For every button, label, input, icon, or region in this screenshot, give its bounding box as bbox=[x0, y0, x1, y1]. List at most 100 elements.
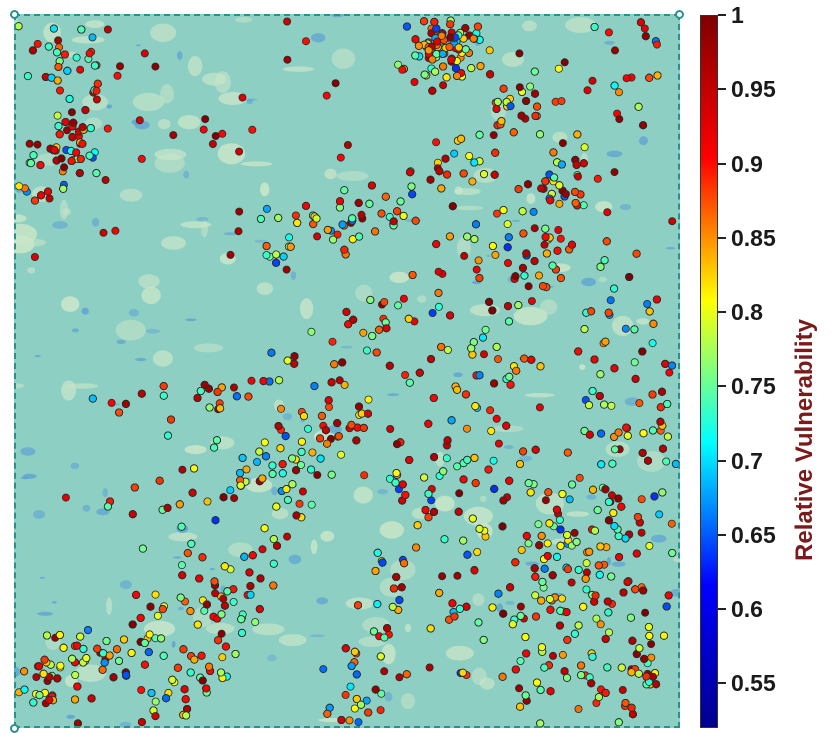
vulnerability-point bbox=[30, 196, 39, 205]
vulnerability-point bbox=[45, 194, 54, 203]
vulnerability-point bbox=[614, 428, 623, 437]
vulnerability-point bbox=[36, 161, 45, 170]
vulnerability-point bbox=[388, 602, 397, 611]
vulnerability-point bbox=[112, 645, 121, 654]
water-patch bbox=[519, 455, 533, 462]
vulnerability-point bbox=[572, 537, 581, 546]
vulnerability-point bbox=[623, 431, 632, 440]
water-patch bbox=[267, 654, 277, 662]
vulnerability-point bbox=[615, 553, 624, 562]
vulnerability-point bbox=[450, 612, 459, 621]
vulnerability-point bbox=[76, 154, 85, 163]
vulnerability-point bbox=[276, 444, 285, 453]
terrain-patch bbox=[245, 477, 273, 493]
vulnerability-point bbox=[59, 184, 68, 193]
vulnerability-point bbox=[565, 495, 574, 504]
terrain-patch bbox=[187, 56, 203, 77]
vulnerability-point bbox=[435, 588, 444, 597]
resize-handle-bottom-left[interactable] bbox=[10, 724, 19, 733]
vulnerability-point bbox=[642, 672, 651, 681]
vulnerability-point bbox=[529, 207, 538, 216]
vulnerability-point bbox=[475, 130, 484, 139]
vulnerability-point bbox=[554, 225, 563, 234]
vulnerability-point bbox=[282, 485, 291, 494]
vulnerability-point bbox=[653, 40, 662, 49]
terrain-patch bbox=[61, 296, 80, 312]
vulnerability-point bbox=[655, 510, 664, 519]
vulnerability-point bbox=[362, 346, 371, 355]
vulnerability-point bbox=[458, 668, 467, 677]
vulnerability-point bbox=[327, 470, 336, 479]
terrain-patch bbox=[119, 188, 143, 202]
vulnerability-point bbox=[498, 522, 507, 531]
vulnerability-point bbox=[347, 420, 356, 429]
vulnerability-point bbox=[99, 649, 108, 658]
terrain-patch bbox=[579, 364, 586, 370]
vulnerability-point bbox=[193, 620, 202, 629]
vulnerability-point bbox=[219, 493, 228, 502]
vulnerability-point bbox=[323, 439, 332, 448]
vulnerability-point bbox=[63, 66, 72, 75]
vulnerability-point bbox=[668, 549, 677, 558]
vulnerability-point bbox=[531, 89, 540, 98]
water-patch bbox=[309, 634, 325, 638]
vulnerability-point bbox=[593, 174, 602, 183]
vulnerability-point bbox=[268, 461, 277, 470]
vulnerability-point bbox=[163, 503, 172, 512]
vulnerability-point bbox=[479, 350, 488, 359]
vulnerability-point bbox=[536, 362, 545, 371]
vulnerability-point bbox=[177, 561, 186, 570]
vulnerability-point bbox=[238, 453, 247, 462]
vulnerability-point bbox=[533, 678, 542, 687]
water-patch bbox=[496, 603, 504, 613]
vulnerability-point bbox=[497, 117, 506, 126]
colorbar-tick bbox=[718, 682, 726, 685]
vulnerability-point bbox=[555, 181, 564, 190]
vulnerability-point bbox=[255, 605, 264, 614]
vulnerability-point bbox=[490, 484, 499, 493]
water-patch bbox=[145, 328, 161, 334]
vulnerability-point bbox=[614, 532, 623, 541]
water-patch bbox=[611, 561, 626, 567]
vulnerability-point bbox=[445, 232, 454, 241]
vulnerability-point bbox=[492, 342, 501, 351]
vulnerability-point bbox=[467, 344, 476, 353]
vulnerability-point bbox=[488, 306, 497, 315]
vulnerability-point bbox=[274, 213, 283, 222]
terrain-patch bbox=[353, 486, 373, 504]
vulnerability-point bbox=[57, 154, 66, 163]
terrain-patch bbox=[202, 72, 227, 86]
vulnerability-point bbox=[490, 379, 499, 388]
vulnerability-point bbox=[432, 240, 441, 249]
vulnerability-point bbox=[72, 53, 81, 62]
vulnerability-point bbox=[615, 115, 624, 124]
vulnerability-point bbox=[229, 383, 238, 392]
vulnerability-point bbox=[56, 661, 65, 670]
vulnerability-point bbox=[20, 685, 29, 694]
vulnerability-point bbox=[575, 473, 584, 482]
vulnerability-point bbox=[617, 502, 626, 511]
vulnerability-point bbox=[548, 571, 557, 580]
vulnerability-point bbox=[470, 158, 479, 167]
water-patch bbox=[71, 328, 79, 333]
terrain-patch bbox=[522, 20, 537, 32]
resize-handle-top-left[interactable] bbox=[10, 10, 19, 19]
vulnerability-point bbox=[428, 55, 437, 64]
terrain-patch bbox=[479, 677, 495, 690]
terrain-patch bbox=[336, 171, 369, 181]
terrain-patch bbox=[513, 306, 548, 326]
resize-handle-top-right[interactable] bbox=[675, 10, 684, 19]
vulnerability-point bbox=[621, 534, 630, 543]
vulnerability-point bbox=[313, 232, 322, 241]
vulnerability-point bbox=[159, 391, 168, 400]
vulnerability-point bbox=[446, 20, 455, 29]
vulnerability-point bbox=[492, 104, 501, 113]
vulnerability-point bbox=[342, 307, 351, 316]
terrain-patch bbox=[455, 205, 484, 211]
vulnerability-point bbox=[452, 71, 461, 80]
vulnerability-point bbox=[251, 618, 260, 627]
vulnerability-point bbox=[550, 173, 559, 182]
terrain-patch bbox=[168, 532, 198, 542]
vulnerability-point bbox=[499, 496, 508, 505]
vulnerability-point bbox=[544, 488, 553, 497]
